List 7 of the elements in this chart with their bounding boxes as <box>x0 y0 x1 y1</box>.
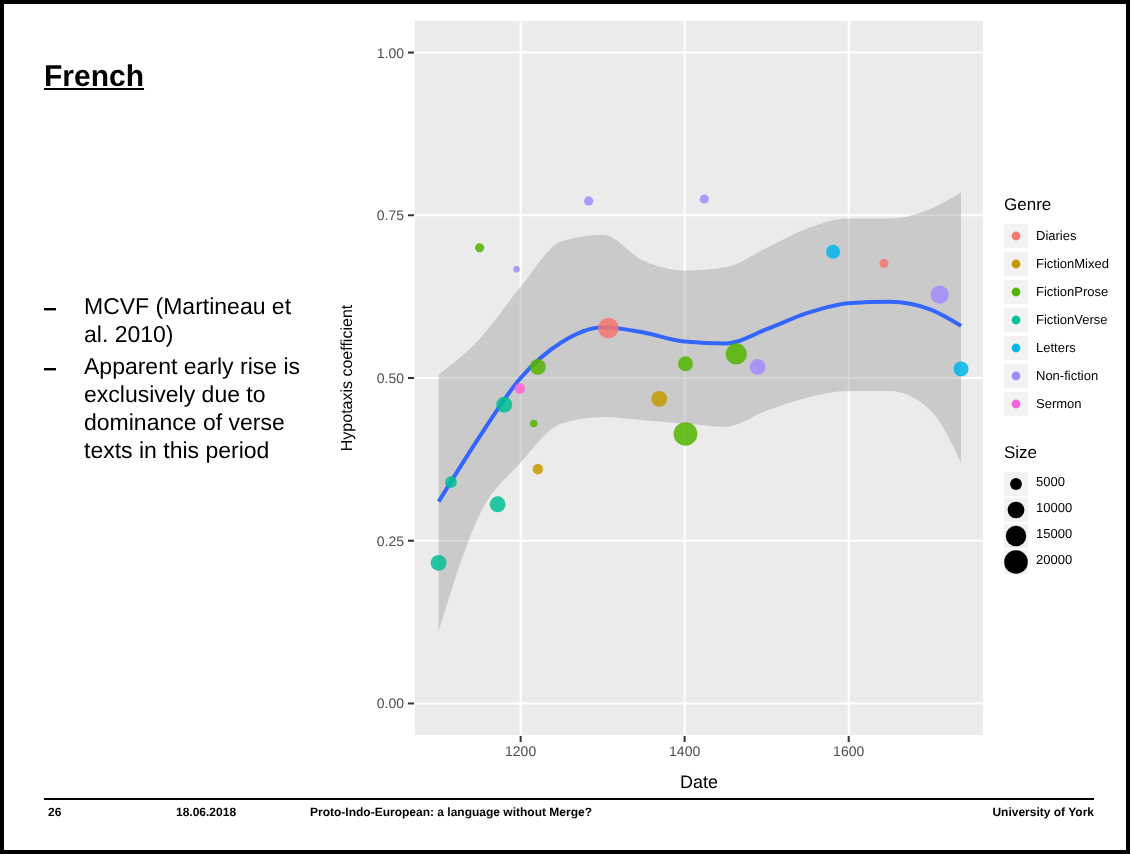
text: MCVF (Martineau et al. 2010) <box>84 294 294 350</box>
x-axis-title: Date <box>679 772 719 792</box>
legend-title: Genre <box>1004 194 1054 214</box>
text: French <box>44 60 145 94</box>
text: Size <box>1004 442 1040 462</box>
text: Apparent early rise is exclusively due to dominance of verse texts in this period <box>84 354 303 466</box>
y-axis-title: Hypotaxis coefficient <box>337 303 356 452</box>
